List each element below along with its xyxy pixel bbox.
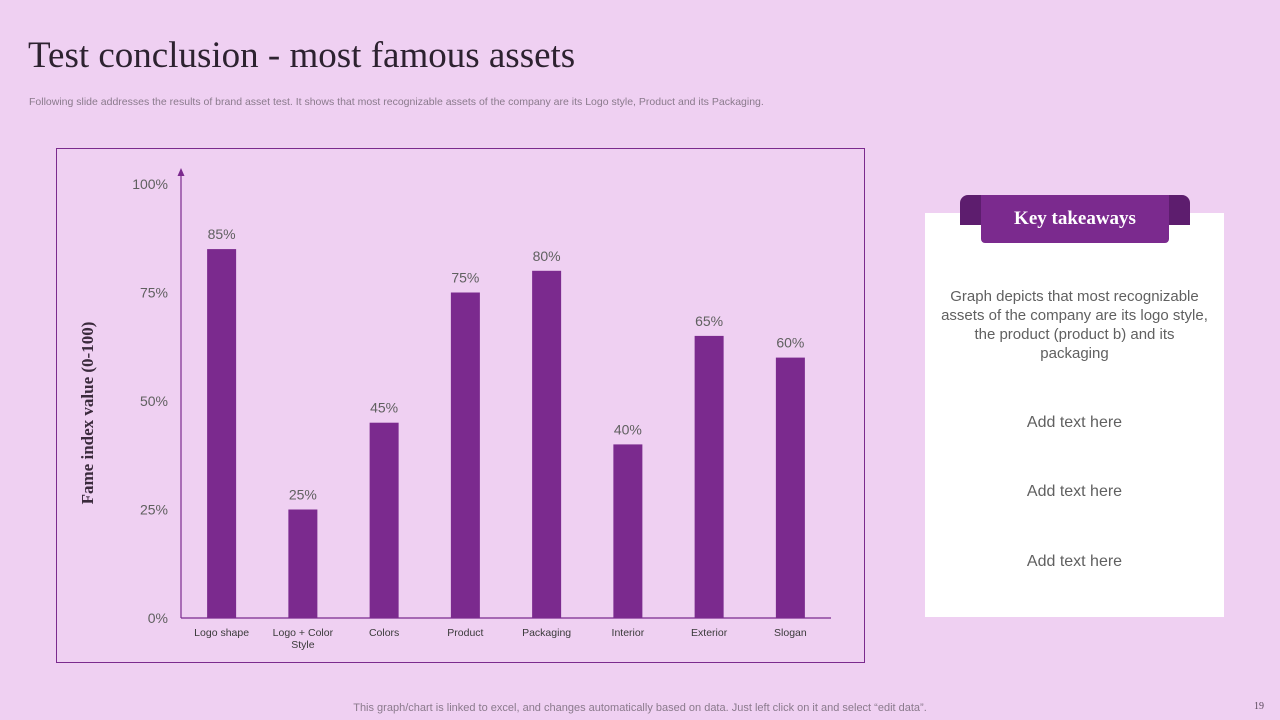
page-subtitle: Following slide addresses the results of… (29, 96, 764, 108)
y-axis-title: Fame index value (0-100) (78, 322, 97, 505)
data-label: 60% (776, 335, 804, 351)
takeaways-card (925, 213, 1224, 617)
data-label: 45% (370, 400, 398, 416)
data-label: 25% (289, 487, 317, 503)
x-tick-label: Packaging (522, 627, 571, 639)
chart-frame (56, 148, 865, 663)
data-label: 65% (695, 313, 723, 329)
y-tick-label: 0% (148, 610, 168, 626)
page-title: Test conclusion - most famous assets (28, 35, 576, 76)
takeaway-item-3: Add text here (1026, 553, 1123, 570)
takeaway-item-1: Add text here (1026, 414, 1123, 431)
data-label: 80% (533, 248, 561, 264)
bar (775, 357, 805, 618)
x-tick-label: Product (447, 627, 483, 639)
bar (450, 292, 480, 618)
y-tick-label: 100% (132, 176, 168, 192)
footer-note: This graph/chart is linked to excel, and… (353, 702, 927, 714)
takeaways-heading: Key takeaways (981, 195, 1169, 243)
takeaway-item-2: Add text here (1026, 483, 1123, 500)
x-tick-label: Interior (612, 627, 645, 639)
x-tick-label: Logo shape (194, 627, 249, 639)
bar (288, 509, 318, 618)
y-tick-label: 50% (140, 393, 168, 409)
bar (694, 335, 724, 618)
x-tick-label: Logo + Color Style (273, 627, 334, 651)
bar (207, 249, 237, 618)
takeaway-main-text: Graph depicts that most recognizable ass… (941, 288, 1208, 362)
y-axis-arrow (177, 168, 185, 176)
page-number: 19 (1254, 701, 1264, 712)
x-tick-label: Exterior (691, 627, 728, 639)
data-label: 40% (614, 421, 642, 437)
y-tick-label: 75% (140, 285, 168, 301)
data-label: 75% (451, 270, 479, 286)
bar (369, 422, 399, 618)
bar-chart[interactable]: 0% 25% 50% 75% 100% Fame index value (0-100) 8… (56, 148, 865, 663)
y-tick-label: 25% (140, 502, 168, 518)
bar (532, 270, 562, 618)
bar (613, 444, 643, 618)
x-tick-label: Slogan (774, 627, 807, 639)
x-tick-label: Colors (369, 627, 399, 639)
data-label: 85% (208, 226, 236, 242)
